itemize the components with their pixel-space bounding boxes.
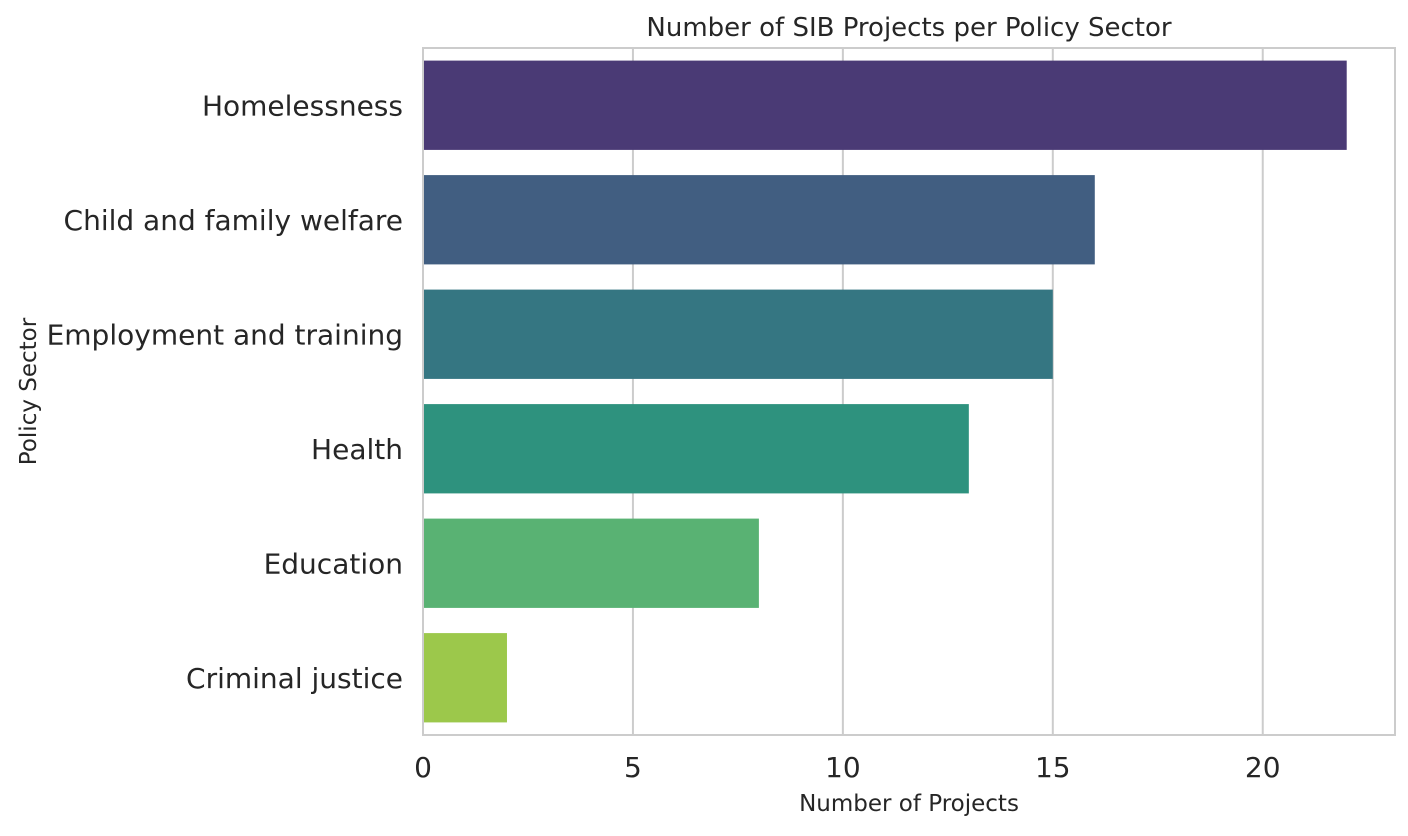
- y-tick-label: Homelessness: [202, 89, 403, 122]
- grid-layer: [422, 48, 1264, 735]
- y-tick-label: Criminal justice: [186, 662, 403, 695]
- y-tick-label: Employment and training: [47, 318, 403, 351]
- bar: [423, 633, 507, 723]
- y-tick-label: Child and family welfare: [64, 204, 403, 237]
- x-axis-title: Number of Projects: [799, 791, 1019, 817]
- bar-layer: [423, 60, 1347, 723]
- y-tick-label: Health: [311, 433, 403, 466]
- x-tick-label: 10: [825, 751, 861, 784]
- x-tick-label: 0: [414, 751, 432, 784]
- bar: [423, 289, 1053, 379]
- label-layer: 0 5 10 15 20 Homelessness Child and family wel…: [47, 89, 1281, 784]
- bar: [423, 175, 1095, 265]
- bar: [423, 60, 1347, 150]
- x-tick-label: 5: [624, 751, 642, 784]
- y-axis-title: Policy Sector: [16, 317, 42, 465]
- plot-frame: [422, 47, 1396, 736]
- x-tick-label: 20: [1245, 751, 1281, 784]
- chart-title: Number of SIB Projects per Policy Sector: [646, 13, 1171, 43]
- bar: [423, 404, 969, 494]
- y-tick-label: Education: [264, 547, 403, 580]
- bar: [423, 518, 759, 608]
- x-tick-label: 15: [1035, 751, 1071, 784]
